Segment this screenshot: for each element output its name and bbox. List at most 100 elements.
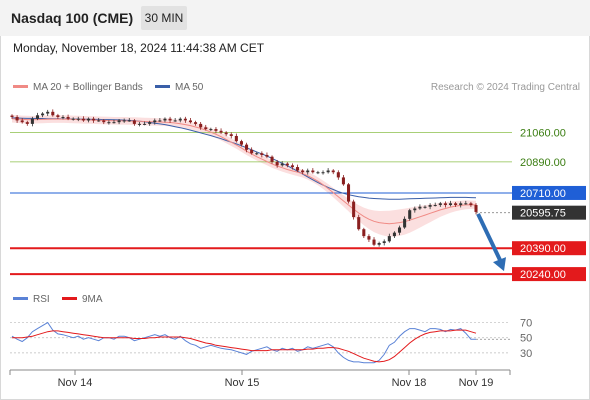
candle-body — [117, 120, 121, 123]
candle-body — [15, 116, 19, 121]
ma50-line — [11, 117, 477, 200]
candle-body — [234, 135, 238, 142]
rsi-tick-label: 50 — [520, 333, 532, 345]
x-tick-label: Nov 19 — [459, 377, 494, 389]
candle-body — [81, 118, 85, 121]
rsi-layer: 70 50 30 — [10, 318, 532, 364]
forecast-arrow-head — [493, 257, 506, 272]
candle-body — [168, 118, 172, 121]
candle-body — [10, 115, 14, 117]
level-label: 20240.00 — [520, 269, 566, 281]
candle-body — [397, 227, 402, 233]
level-label: 20710.00 — [520, 188, 566, 200]
candle-body — [260, 153, 264, 155]
candle-body — [418, 206, 422, 209]
candle-body — [346, 184, 351, 202]
candle-body — [474, 205, 478, 212]
candle-body — [423, 206, 427, 208]
candle-body — [148, 122, 152, 124]
candle-body — [311, 170, 315, 173]
candle-body — [275, 161, 279, 166]
candle-body — [336, 172, 340, 178]
ma50-legend-swatch — [155, 85, 170, 88]
candle-body — [41, 113, 45, 116]
level-label: 20890.00 — [520, 157, 566, 169]
candle-body — [35, 115, 40, 119]
candle-body — [97, 120, 101, 122]
candle-body — [321, 172, 325, 174]
candle-body — [178, 118, 182, 121]
rsi-ma-legend-label: 9MA — [82, 294, 103, 305]
candle-body — [306, 170, 310, 173]
ma20-legend-swatch — [13, 85, 28, 88]
candle-body — [194, 122, 198, 124]
candle-body — [239, 141, 243, 145]
candle-body — [265, 154, 269, 157]
candle-body — [270, 156, 274, 162]
candle-body — [46, 111, 50, 114]
candle-body — [158, 120, 162, 122]
candle-body — [362, 229, 366, 237]
candle-body — [163, 118, 167, 121]
x-tick-label: Nov 15 — [225, 377, 260, 389]
level-tag-support — [512, 241, 586, 256]
candle-body — [290, 165, 294, 168]
candle-body — [387, 236, 391, 242]
candle-body — [403, 218, 407, 228]
ma50-legend-label: MA 50 — [175, 82, 204, 93]
candle-body — [92, 118, 96, 121]
rsi-tick-label: 30 — [520, 348, 532, 360]
date-line: Monday, November 18, 2024 11:44:38 AM CE… — [13, 41, 265, 55]
level-label: 20595.75 — [520, 208, 566, 220]
candle-body — [367, 236, 371, 240]
candle-body — [245, 144, 249, 150]
candle-body — [199, 123, 203, 128]
rsi-legend-swatch — [13, 297, 28, 300]
candle-body — [331, 170, 335, 173]
rsi-ma-line — [12, 329, 477, 363]
candle-body — [102, 120, 106, 123]
candle-body — [448, 203, 453, 206]
rsi-legend-label: RSI — [33, 294, 50, 305]
candle-body — [137, 123, 142, 125]
candle-body — [326, 170, 330, 173]
candle-body — [377, 243, 381, 245]
candle-body — [132, 120, 136, 124]
level-label: 21060.00 — [520, 128, 566, 140]
candle-body — [250, 149, 254, 154]
candle-body — [301, 170, 305, 173]
candle-body — [173, 120, 177, 122]
candle-body — [433, 205, 437, 207]
level-tag-last — [512, 205, 586, 220]
candle-body — [341, 177, 345, 185]
candle-body — [112, 122, 116, 124]
candle-body — [153, 120, 157, 123]
candle-body — [316, 172, 320, 174]
candle-body — [459, 203, 463, 206]
rsi-ma-legend-swatch — [62, 297, 77, 300]
candle-body — [30, 118, 34, 124]
forecast-arrow-shaft — [476, 213, 503, 263]
candle-body — [443, 203, 447, 206]
level-tag-support — [512, 267, 586, 282]
candle-body — [352, 201, 356, 218]
level-label: 20390.00 — [520, 243, 566, 255]
candle-body — [56, 115, 60, 117]
ma20-line — [11, 118, 477, 225]
x-axis-ticks: Nov 14 Nov 15 Nov 18 Nov 19 — [9, 370, 511, 389]
chart-header: Nasdaq 100 (CME) 30 MIN — [0, 0, 590, 36]
candle-body — [296, 167, 300, 171]
candle-body — [86, 118, 91, 121]
candle-body — [255, 153, 259, 155]
candle-body — [428, 205, 432, 207]
timeframe-button[interactable]: 30 MIN — [141, 6, 187, 30]
candle-body — [454, 203, 458, 206]
candle-body — [127, 120, 131, 122]
candle-body — [219, 130, 223, 133]
candle-body — [188, 120, 192, 123]
candle-body — [107, 122, 111, 124]
candle-body — [464, 203, 468, 205]
candle-body — [183, 118, 187, 121]
